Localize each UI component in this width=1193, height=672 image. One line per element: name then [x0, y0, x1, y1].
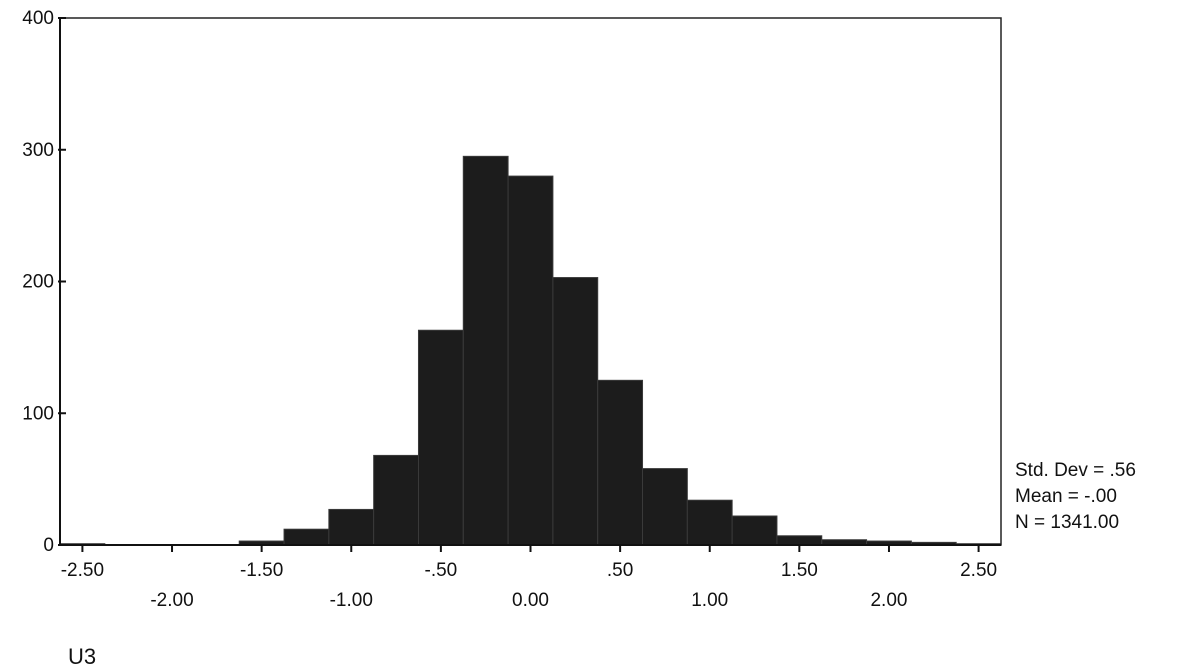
histogram-bar: [597, 379, 644, 546]
x-ticks-layer: -2.50 -1.50 -.50 .50 1.50 2.50 -2.00 -1.00 0.00 1…: [61, 545, 997, 611]
histogram-bar: [642, 468, 688, 546]
x-tick-label: 2.00: [870, 590, 907, 611]
x-tick-label: -1.50: [240, 560, 283, 581]
bars-layer: [59, 155, 1002, 546]
x-tick-label: 2.50: [960, 560, 997, 581]
histogram-bar: [731, 515, 778, 546]
x-tick-label: 1.00: [691, 590, 728, 611]
y-tick-label: 100: [22, 403, 54, 424]
x-tick-label: 0.00: [512, 590, 549, 611]
stats-block: Std. Dev = .56 Mean = -.00 N = 1341.00: [1015, 460, 1136, 533]
x-tick-label: -.50: [425, 560, 458, 581]
histogram-bar: [552, 277, 599, 546]
stat-line: Mean = -.00: [1015, 486, 1117, 507]
x-tick-label: .50: [607, 560, 633, 581]
histogram-bar: [417, 329, 464, 546]
stat-line: Std. Dev = .56: [1015, 460, 1136, 481]
y-tick-label: 200: [22, 272, 54, 293]
histogram-bar: [373, 454, 419, 546]
histogram-bar: [507, 175, 554, 546]
histogram-bar: [283, 528, 330, 546]
x-tick-label: -2.00: [150, 590, 193, 611]
stat-line: N = 1341.00: [1015, 512, 1119, 533]
x-tick-label: 1.50: [781, 560, 818, 581]
y-tick-label: 0: [43, 535, 54, 556]
histogram-bar: [328, 508, 375, 546]
histogram-bar: [686, 499, 733, 546]
histogram-bar: [776, 535, 823, 546]
x-tick-label: -2.50: [61, 560, 104, 581]
y-ticks-layer: 0 100 200 300 400: [22, 8, 66, 556]
histogram-bar: [462, 155, 509, 546]
x-tick-label: -1.00: [330, 590, 373, 611]
y-tick-label: 300: [22, 140, 54, 161]
y-tick-label: 400: [22, 8, 54, 29]
variable-label: U3: [68, 644, 96, 669]
